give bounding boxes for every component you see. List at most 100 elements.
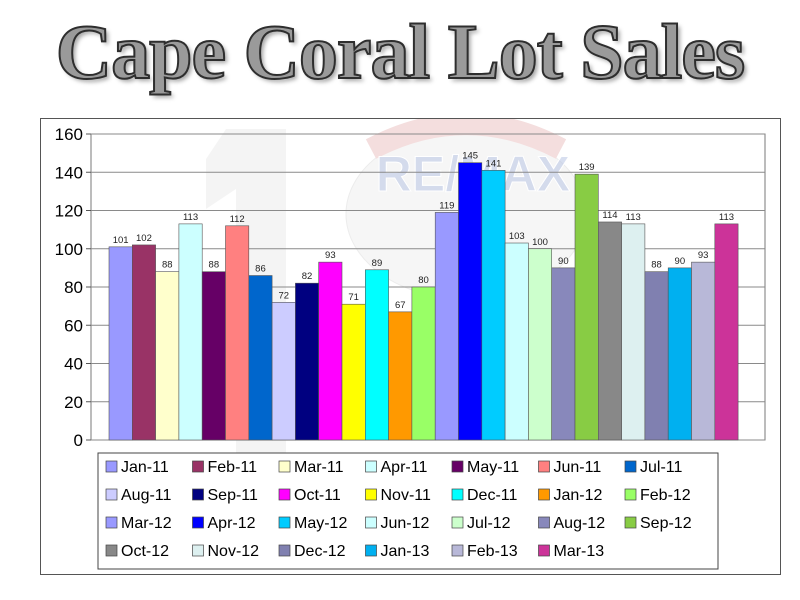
legend-swatch: [365, 460, 377, 473]
bar-feb-12: [411, 286, 436, 441]
data-label: 100: [532, 237, 548, 248]
legend-swatch: [538, 516, 550, 529]
data-label: 139: [579, 162, 595, 173]
bar-sep-12: [574, 173, 599, 441]
data-label: 93: [325, 250, 336, 261]
y-tick-label: 60: [64, 316, 83, 335]
y-tick-label: 20: [64, 393, 83, 412]
legend-label: Jul-12: [467, 515, 511, 532]
data-label: 88: [162, 260, 173, 271]
data-label: 103: [509, 231, 525, 242]
legend-label: May-12: [294, 515, 347, 532]
legend-swatch: [451, 460, 464, 473]
bar-jan-13: [667, 267, 692, 441]
legend-swatch: [278, 544, 291, 557]
data-label: 113: [183, 212, 198, 223]
bar-aug-12: [551, 267, 576, 441]
bar-feb-11: [132, 244, 156, 441]
bar-jun-11: [225, 225, 250, 441]
data-label: 90: [558, 256, 569, 267]
data-label: 90: [675, 256, 686, 267]
legend-label: Jan-12: [554, 487, 603, 504]
bar-jan-11: [108, 246, 133, 441]
legend-label: Dec-11: [467, 487, 517, 504]
data-label: 72: [278, 290, 289, 301]
bar-dec-11: [364, 269, 389, 441]
legend-swatch: [105, 516, 118, 529]
bar-aug-11: [271, 302, 296, 441]
data-label: 145: [462, 151, 478, 162]
data-label: 102: [136, 233, 152, 244]
legend-label: Aug-11: [121, 487, 172, 504]
legend-label: Aug-12: [554, 515, 606, 532]
legend-label: Jul-11: [640, 459, 682, 476]
legend-swatch: [538, 544, 550, 557]
data-label: 113: [719, 212, 734, 223]
legend-label: Mar-13: [554, 543, 605, 560]
legend-swatch: [278, 516, 291, 529]
legend: Jan-11 Feb-11 Mar-11 Apr-11 May-11 Jun-11 Jul-…: [97, 452, 719, 570]
data-labels: 101 102 88 113 88 112 86 72 82 93 71 89 67 80 119 145 14…: [113, 151, 734, 311]
bar-mar-11: [155, 271, 180, 441]
y-axis: 0 20 40 60 80 100 120 140 160: [55, 125, 91, 450]
data-label: 89: [372, 258, 383, 269]
bar-jul-12: [528, 248, 552, 441]
legend-label: Jun-11: [554, 459, 602, 476]
bars: [108, 162, 739, 441]
y-tick-label: 140: [55, 163, 83, 182]
bar-apr-12: [458, 162, 483, 441]
legend-swatch: [538, 460, 550, 473]
data-label: 80: [418, 275, 429, 286]
legend-swatch: [451, 516, 464, 529]
legend-swatch: [365, 488, 377, 501]
bar-may-12: [481, 170, 506, 441]
data-label: 141: [486, 158, 502, 169]
legend-swatch: [451, 488, 464, 501]
bar-feb-13: [691, 261, 716, 441]
logo-balloon-stripe: [365, 119, 567, 159]
legend-swatch: [538, 488, 550, 501]
legend-swatch: [624, 488, 637, 501]
data-label: 113: [626, 212, 641, 223]
y-tick-label: 80: [64, 278, 83, 297]
legend-label: Oct-12: [121, 543, 169, 560]
legend-swatch: [192, 488, 204, 501]
legend-label: Dec-12: [294, 543, 346, 560]
data-label: 93: [698, 250, 709, 261]
data-label: 88: [209, 260, 220, 271]
data-label: 86: [255, 264, 266, 275]
data-label: 71: [348, 292, 359, 303]
bar-apr-11: [178, 223, 203, 441]
legend-label: Apr-11: [381, 459, 428, 476]
chart-title: Cape Coral Lot Sales: [55, 7, 746, 96]
legend-label: Oct-11: [294, 487, 341, 504]
bar-oct-12: [597, 221, 622, 441]
bar-sep-11: [295, 282, 319, 441]
legend-label: Jan-13: [381, 543, 430, 560]
legend-swatch: [105, 544, 118, 557]
legend-swatch: [105, 488, 118, 501]
data-label: 101: [113, 235, 129, 246]
bar-jan-12: [388, 311, 413, 441]
legend-label: Mar-12: [121, 515, 172, 532]
legend-label: Feb-13: [467, 543, 518, 560]
bar-mar-13: [714, 223, 739, 441]
legend-swatch: [624, 516, 637, 529]
legend-label: Sep-12: [640, 515, 692, 532]
bar-may-11: [201, 271, 226, 441]
legend-swatch: [105, 460, 118, 473]
bar-dec-12: [644, 271, 669, 441]
legend-label: Feb-12: [640, 487, 691, 504]
bar-jun-12: [504, 242, 529, 441]
y-tick-label: 120: [55, 202, 83, 221]
data-label: 82: [302, 271, 313, 282]
legend-label: Jun-12: [381, 515, 430, 532]
legend-swatch: [365, 516, 377, 529]
bar-nov-11: [341, 303, 366, 441]
bar-mar-12: [434, 212, 459, 441]
y-tick-label: 0: [74, 431, 83, 450]
data-label: 119: [439, 200, 454, 211]
legend-swatch: [624, 460, 637, 473]
data-label: 114: [602, 210, 617, 221]
